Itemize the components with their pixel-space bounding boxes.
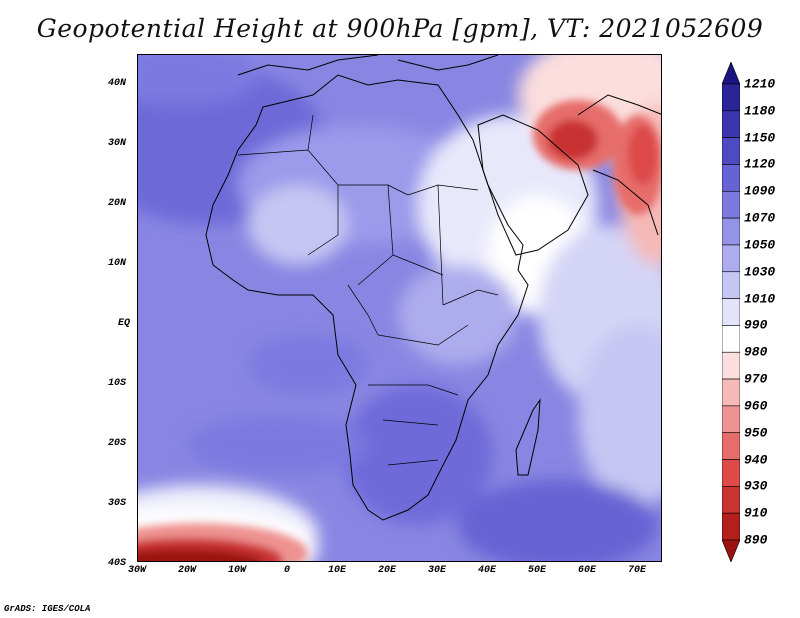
colorbar-level-label: 950 xyxy=(744,425,768,441)
colorbar-level-label: 910 xyxy=(744,505,768,521)
lon-tick-label: 10W xyxy=(227,565,247,576)
colorbar-swatch xyxy=(722,512,740,541)
colorbar-level-label: 1150 xyxy=(744,130,776,146)
coastlines xyxy=(205,55,661,521)
colorbar-swatch xyxy=(722,110,740,138)
low-pressure-cores xyxy=(138,100,661,561)
colorbar-swatch xyxy=(722,298,740,326)
lat-tick-label: 20N xyxy=(108,198,127,209)
lat-tick-label: 40S xyxy=(108,558,127,569)
colorbar-level-label: 940 xyxy=(744,452,768,468)
lon-tick-label: 50E xyxy=(527,565,547,576)
lat-tick-label: 10N xyxy=(108,258,127,269)
colorbar-swatch xyxy=(722,164,740,192)
lat-tick-label: 30N xyxy=(108,138,127,149)
colorbar-level-label: 1070 xyxy=(744,210,776,226)
lon-tick-label: 30W xyxy=(127,565,147,576)
colorbar-level-label: 1010 xyxy=(744,291,776,307)
grads-credit: GrADS: IGES/COLA xyxy=(4,604,91,614)
lon-tick-label: 10E xyxy=(327,565,347,576)
colorbar-swatch xyxy=(722,62,740,85)
colorbar-level-label: 1120 xyxy=(744,156,776,172)
colorbar-level-label: 890 xyxy=(744,532,768,548)
colorbar-swatch xyxy=(722,459,740,487)
lat-tick-label: 20S xyxy=(108,438,127,449)
colorbar xyxy=(722,62,740,562)
colorbar-swatch xyxy=(722,539,740,562)
map-canvas xyxy=(138,55,661,561)
colorbar-level-label: 1210 xyxy=(744,76,776,92)
lon-tick-label: 40E xyxy=(477,565,497,576)
lon-tick-label: 20E xyxy=(377,565,397,576)
colorbar-swatch xyxy=(722,217,740,246)
lon-tick-label: 70E xyxy=(627,565,647,576)
lon-tick-label: 30E xyxy=(427,565,447,576)
lon-tick-label: 60E xyxy=(577,565,597,576)
lat-tick-label: EQ xyxy=(118,318,131,329)
colorbar-swatch xyxy=(722,271,740,299)
colorbar-swatch xyxy=(722,486,740,514)
map-panel xyxy=(137,54,662,562)
colorbar-level-label: 1050 xyxy=(744,237,776,253)
height-field xyxy=(138,55,661,561)
colorbar-swatch xyxy=(722,83,740,112)
colorbar-level-label: 1090 xyxy=(744,183,776,199)
country-borders xyxy=(237,114,499,466)
lat-tick-label: 30S xyxy=(108,498,127,509)
colorbar-swatch xyxy=(722,244,740,273)
colorbar-swatch xyxy=(722,137,740,165)
colorbar-swatch xyxy=(722,351,740,380)
colorbar-swatch xyxy=(722,432,740,460)
colorbar-level-label: 930 xyxy=(744,478,768,494)
lat-tick-label: 10S xyxy=(108,378,127,389)
colorbar-level-label: 1030 xyxy=(744,264,776,280)
lon-tick-label: 20W xyxy=(177,565,197,576)
colorbar-swatch xyxy=(722,190,740,219)
colorbar-level-label: 990 xyxy=(744,317,768,333)
colorbar-level-label: 980 xyxy=(744,344,768,360)
colorbar-swatch xyxy=(722,378,740,407)
colorbar-level-label: 970 xyxy=(744,371,768,387)
colorbar-swatch xyxy=(722,405,740,434)
lat-tick-label: 40N xyxy=(108,78,127,89)
colorbar-swatch xyxy=(722,325,740,353)
map-title: Geopotential Height at 900hPa [gpm], VT:… xyxy=(36,14,764,43)
colorbar-level-label: 960 xyxy=(744,398,768,414)
lon-tick-label: 0 xyxy=(283,565,291,576)
colorbar-level-label: 1180 xyxy=(744,103,776,119)
